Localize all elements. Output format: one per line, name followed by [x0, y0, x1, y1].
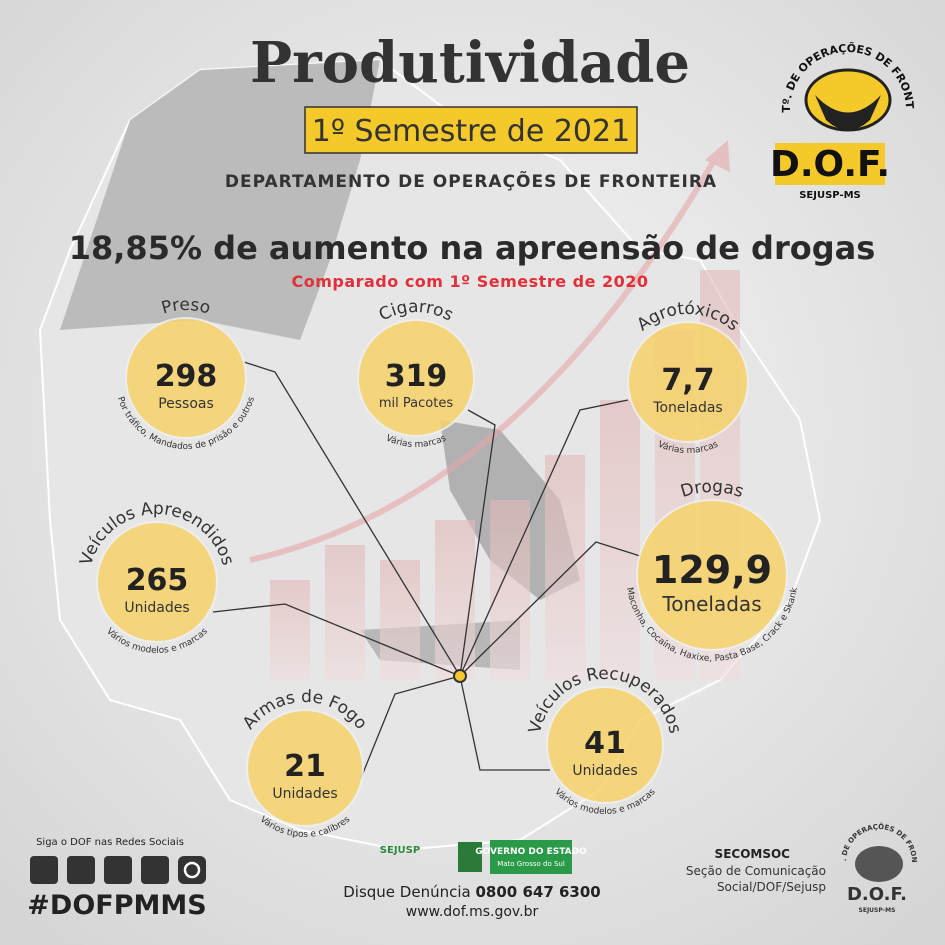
secomsoc-line2: Social/DOF/Sejusp: [717, 880, 826, 894]
stat-unit: Unidades: [572, 763, 637, 779]
connector: [459, 409, 496, 677]
government-logo: [490, 840, 572, 874]
website: www.dof.ms.gov.br: [406, 904, 539, 920]
stat-value: 265: [126, 563, 189, 598]
sejusp-logo: SEJUSP: [380, 845, 420, 856]
stat-value: 7,7: [661, 363, 714, 398]
secomsoc: SECOMSOC: [715, 847, 791, 861]
headline: 18,85% de aumento na apreensão de drogas: [69, 229, 876, 267]
comparison: Comparado com 1º Semestre de 2020: [291, 272, 648, 291]
social-caption: Siga o DOF nas Redes Sociais: [36, 837, 184, 848]
state: Mato Grosso do Sul: [497, 860, 565, 868]
state-emblem: [458, 842, 482, 872]
background-bars: [249, 140, 740, 680]
connector: [459, 541, 641, 677]
period: 1º Semestre de 2021: [312, 114, 630, 149]
logo-small-name: D.O.F.: [847, 884, 907, 905]
title: Produtividade: [250, 30, 690, 96]
hub: [453, 669, 467, 683]
hotline: Disque Denúncia 0800 647 6300: [343, 883, 601, 901]
logo-name: D.O.F.: [770, 144, 890, 185]
stat-label-arc: Preso: [159, 295, 212, 319]
stat-circle: [96, 521, 218, 643]
stat-unit: Pessoas: [158, 396, 214, 412]
stat-value: 319: [385, 359, 448, 394]
government: GOVERNO DO ESTADO: [475, 847, 587, 857]
stat-circle: [627, 321, 749, 443]
logo-org: SEJUSP-MS: [799, 190, 861, 201]
hashtag: #DOFPMMS: [27, 890, 206, 921]
connector: [212, 603, 461, 677]
period-box: [304, 106, 638, 154]
stat-value: 21: [284, 749, 326, 784]
connectors: [212, 361, 641, 779]
stat-circle: [546, 686, 664, 804]
connector: [360, 675, 461, 779]
connector: [459, 399, 629, 677]
stat-circle: [125, 317, 247, 439]
secomsoc-line1: Seção de Comunicação: [686, 864, 826, 878]
hotline-label: Disque Denúncia: [343, 883, 470, 901]
department: DEPARTAMENTO DE OPERAÇÕES DE FRONTEIRA: [225, 169, 717, 192]
logo-small-org: SEJUSP-MS: [859, 907, 896, 914]
hotline-number: 0800 647 6300: [475, 883, 600, 901]
stat-value: 129,9: [652, 548, 772, 592]
stat-unit: Unidades: [272, 786, 337, 802]
stat-circle: [357, 319, 475, 437]
stat-value: 41: [584, 726, 626, 761]
social-icons: [30, 856, 206, 884]
stat-unit: mil Pacotes: [379, 396, 453, 411]
stat-unit: Unidades: [124, 600, 189, 616]
map-region: [60, 60, 380, 340]
stat-unit: Toneladas: [661, 592, 761, 616]
connector: [243, 361, 461, 677]
stat-unit: Toneladas: [652, 400, 722, 416]
stat-circle: [246, 709, 364, 827]
stat-label: Preso: [159, 295, 212, 319]
stat-circle: [636, 499, 788, 651]
stat-value: 298: [155, 359, 218, 394]
connector: [459, 675, 550, 771]
